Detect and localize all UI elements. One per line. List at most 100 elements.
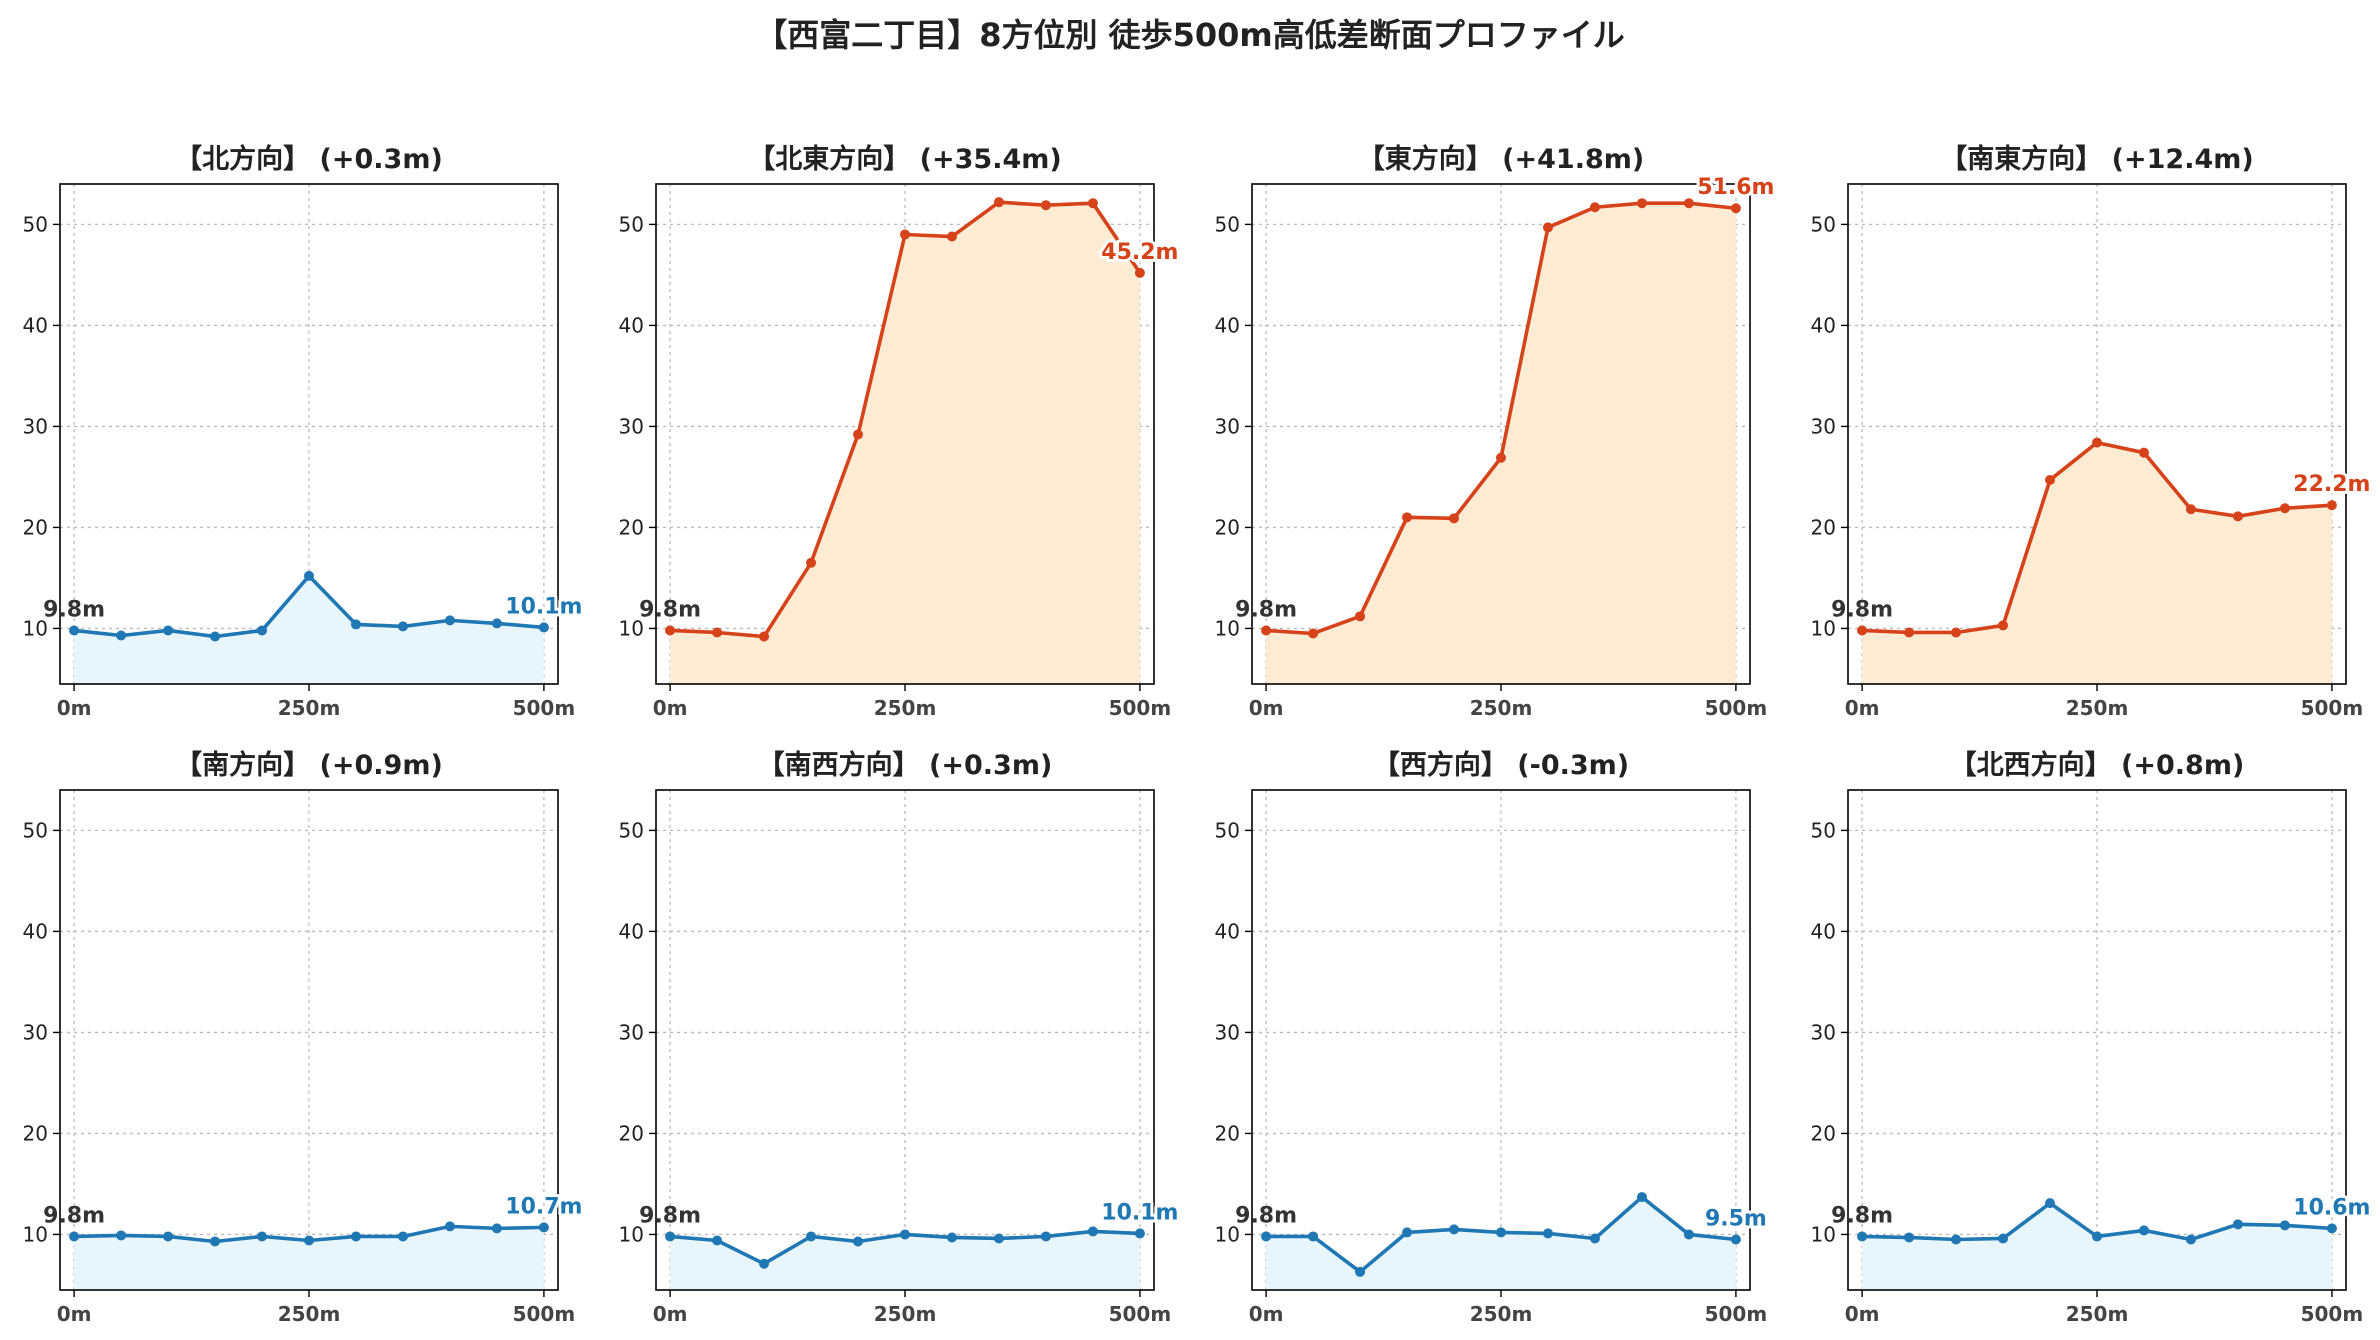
data-point (2185, 504, 2196, 515)
area-fill (74, 575, 544, 684)
data-point (257, 625, 268, 636)
data-point (444, 1221, 455, 1232)
data-point (2138, 447, 2149, 458)
x-tick-label: 250m (278, 1302, 341, 1326)
data-point (712, 627, 723, 638)
x-tick-label: 0m (57, 696, 92, 720)
end-label: 10.6m (2293, 1195, 2370, 1220)
start-label: 9.8m (639, 597, 701, 622)
data-point (1134, 1228, 1145, 1239)
data-point (2279, 1220, 2290, 1231)
x-tick-label: 250m (874, 696, 937, 720)
data-point (712, 1235, 723, 1246)
y-tick-label: 10 (1215, 616, 1240, 640)
end-label: 10.1m (505, 594, 582, 619)
y-tick-label: 50 (1811, 818, 1836, 842)
y-tick-label: 10 (23, 616, 48, 640)
data-point (444, 615, 455, 626)
end-label-halo: 10.1m (1101, 1200, 1178, 1225)
data-point (2185, 1234, 2196, 1245)
end-label-halo: 9.5m (1705, 1206, 1767, 1231)
data-point (1589, 1233, 1600, 1244)
x-tick-label: 250m (2066, 696, 2129, 720)
axes-frame (1251, 789, 1751, 1291)
data-point (759, 1258, 770, 1269)
start-label: 9.8m (1235, 1203, 1297, 1228)
chart-title: 【西方向】 (-0.3m) (1373, 749, 1629, 781)
area-fill (1266, 203, 1736, 684)
area-fill (1862, 1203, 2332, 1290)
axes-frame (655, 789, 1155, 1291)
data-point (1402, 512, 1413, 523)
data-point (759, 631, 770, 642)
data-point (1040, 200, 1051, 211)
x-tick-label: 500m (1705, 1302, 1768, 1326)
data-point (853, 1236, 864, 1247)
chart-title: 【南東方向】 (+12.4m) (1940, 143, 2253, 175)
data-point (116, 1230, 127, 1241)
data-point (665, 1231, 676, 1242)
start-label: 9.8m (43, 597, 105, 622)
area-fill (1862, 442, 2332, 684)
y-tick-label: 40 (1811, 919, 1836, 943)
y-tick-label: 40 (619, 313, 644, 337)
y-tick-label: 50 (1215, 818, 1240, 842)
x-tick-label: 500m (1705, 696, 1768, 720)
y-tick-label: 30 (1811, 1020, 1836, 1044)
y-tick-label: 10 (619, 616, 644, 640)
y-tick-label: 50 (23, 212, 48, 236)
data-point (1636, 1192, 1647, 1203)
data-point (538, 622, 549, 633)
y-tick-label: 50 (619, 212, 644, 236)
data-point (210, 631, 221, 642)
y-tick-label: 10 (23, 1222, 48, 1246)
data-point (1904, 1232, 1915, 1243)
start-label: 9.8m (1235, 597, 1297, 622)
data-point (1857, 625, 1868, 636)
x-tick-label: 0m (1249, 696, 1284, 720)
data-point (1087, 198, 1098, 209)
y-tick-label: 20 (619, 1121, 644, 1145)
data-point (1040, 1231, 1051, 1242)
data-point (853, 429, 864, 440)
start-label: 9.8m (639, 1203, 701, 1228)
y-tick-label: 20 (1215, 515, 1240, 539)
end-label: 10.1m (1101, 1200, 1178, 1225)
data-point (1261, 1231, 1272, 1242)
data-point (1308, 1231, 1319, 1242)
chart-title: 【南方向】 (+0.9m) (175, 749, 443, 781)
end-label-halo: 22.2m (2293, 472, 2370, 497)
data-point (946, 1232, 957, 1243)
data-point (1355, 1266, 1366, 1277)
data-point (1951, 1234, 1962, 1245)
data-point (1449, 513, 1460, 524)
x-tick-label: 250m (874, 1302, 937, 1326)
y-tick-label: 50 (619, 818, 644, 842)
end-label: 22.2m (2293, 472, 2370, 497)
x-tick-label: 250m (278, 696, 341, 720)
data-point (1683, 1229, 1694, 1240)
data-point (397, 621, 408, 632)
data-point (1857, 1231, 1868, 1242)
area-fill (1266, 1197, 1736, 1290)
chart-title: 【北方向】 (+0.3m) (175, 143, 443, 175)
axes-frame (59, 789, 559, 1291)
area-fill (74, 1226, 544, 1290)
y-tick-label: 50 (1215, 212, 1240, 236)
area-fill (670, 202, 1140, 684)
data-point (1308, 628, 1319, 639)
start-label: 9.8m (1831, 597, 1893, 622)
y-tick-label: 30 (619, 1020, 644, 1044)
data-point (397, 1231, 408, 1242)
y-tick-label: 10 (619, 1222, 644, 1246)
x-tick-label: 500m (1109, 696, 1172, 720)
data-point (1542, 1228, 1553, 1239)
data-point (2326, 500, 2337, 511)
y-tick-label: 20 (1811, 1121, 1836, 1145)
